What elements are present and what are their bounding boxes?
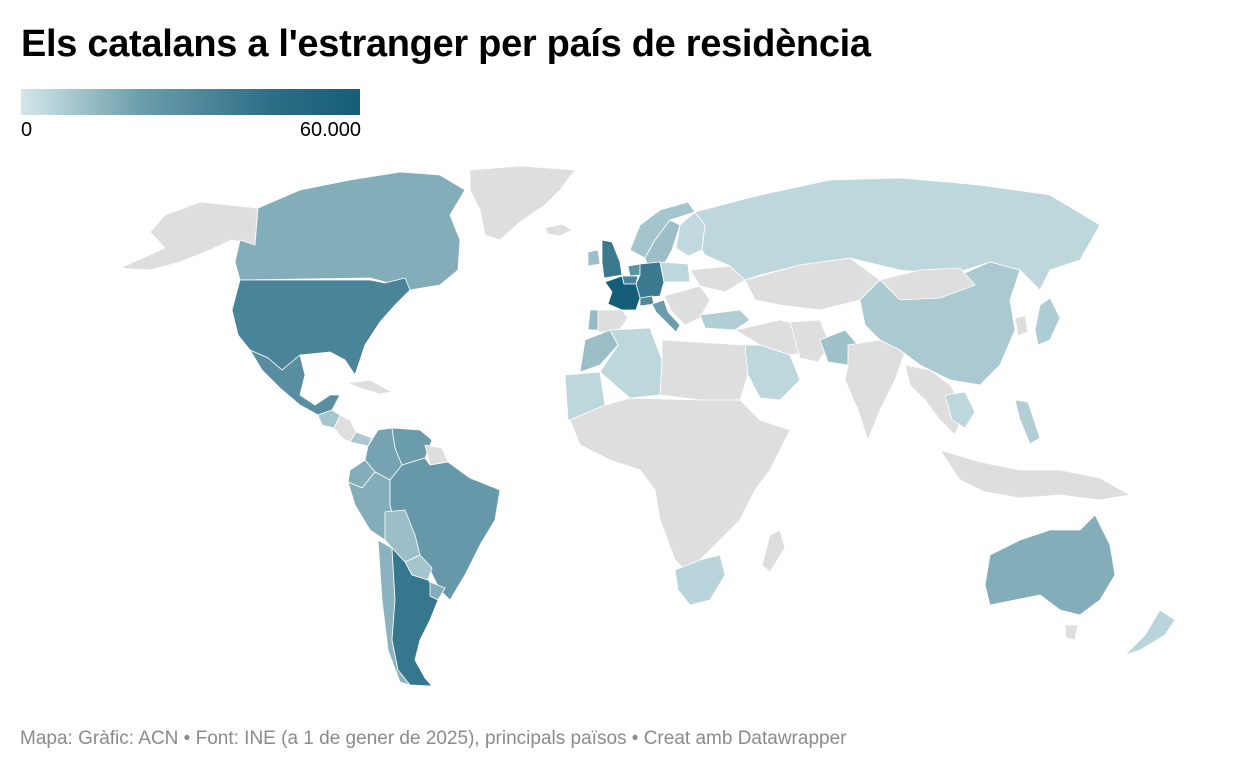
country-united-kingdom[interactable] bbox=[601, 239, 623, 279]
country-portugal[interactable] bbox=[587, 309, 599, 331]
legend-min-label: 0 bbox=[21, 119, 33, 141]
country-north-africa[interactable] bbox=[659, 339, 749, 401]
country-philippines[interactable] bbox=[1014, 399, 1041, 445]
source-footer: Mapa: Gràfic: ACN • Font: INE (a 1 de ge… bbox=[20, 728, 847, 749]
country-cuba[interactable] bbox=[347, 379, 393, 395]
map-countries bbox=[119, 165, 1176, 687]
country-korea[interactable] bbox=[1014, 315, 1029, 337]
country-panama[interactable] bbox=[349, 431, 373, 447]
country-spain[interactable] bbox=[597, 309, 629, 333]
country-iran[interactable] bbox=[789, 319, 831, 363]
legend-labels: 0 60.000 bbox=[21, 115, 361, 141]
country-new-zealand[interactable] bbox=[1124, 609, 1176, 656]
country-iceland[interactable] bbox=[544, 223, 573, 237]
country-saudi-arabia[interactable] bbox=[739, 344, 801, 401]
country-canada[interactable] bbox=[234, 171, 466, 291]
country-italy[interactable] bbox=[651, 299, 681, 333]
country-mexico[interactable] bbox=[249, 349, 341, 416]
country-turkey[interactable] bbox=[699, 309, 751, 331]
country-united-states[interactable] bbox=[231, 277, 411, 376]
color-legend: 0 60.000 bbox=[21, 89, 361, 141]
country-argentina[interactable] bbox=[391, 547, 441, 687]
country-thailand[interactable] bbox=[944, 391, 976, 429]
country-morocco[interactable] bbox=[579, 329, 619, 373]
country-japan[interactable] bbox=[1034, 297, 1061, 346]
country-france[interactable] bbox=[604, 275, 641, 311]
country-russia[interactable] bbox=[694, 177, 1101, 291]
country-south-africa[interactable] bbox=[674, 554, 726, 606]
country-india[interactable] bbox=[844, 339, 906, 441]
legend-gradient-bar bbox=[21, 89, 360, 115]
country-poland[interactable] bbox=[659, 261, 691, 283]
country-belgium[interactable] bbox=[621, 275, 639, 285]
country-australia[interactable] bbox=[984, 514, 1116, 616]
country-southeast-asia[interactable] bbox=[904, 364, 966, 436]
country-uruguay[interactable] bbox=[429, 581, 446, 601]
country-guianas[interactable] bbox=[424, 444, 449, 466]
country-ireland[interactable] bbox=[587, 249, 601, 267]
country-indonesia[interactable] bbox=[939, 449, 1131, 501]
legend-max-label: 60.000 bbox=[299, 119, 361, 141]
country-central-africa[interactable] bbox=[569, 397, 791, 576]
country-mongolia[interactable] bbox=[879, 267, 976, 301]
country-greenland[interactable] bbox=[469, 165, 576, 241]
country-ukraine[interactable] bbox=[689, 265, 746, 293]
country-germany[interactable] bbox=[635, 261, 665, 299]
country-algeria[interactable] bbox=[599, 327, 663, 399]
map-title: Els catalans a l'estranger per país de r… bbox=[21, 23, 871, 65]
country-netherlands[interactable] bbox=[627, 263, 641, 277]
country-alaska[interactable] bbox=[119, 201, 259, 271]
country-madagascar[interactable] bbox=[761, 529, 786, 573]
country-tasmania[interactable] bbox=[1064, 624, 1079, 641]
world-choropleth-map bbox=[119, 165, 1176, 687]
